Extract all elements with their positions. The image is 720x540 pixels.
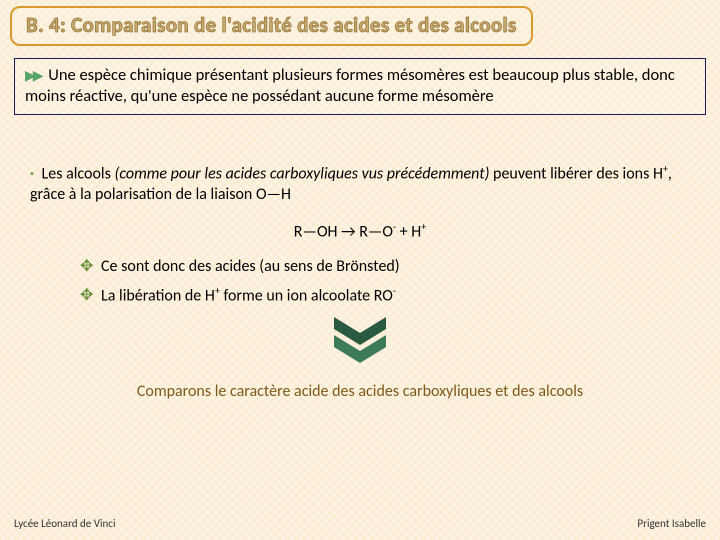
eq-s2: + xyxy=(421,220,426,233)
equation: R—OH → R—O- + H+ xyxy=(30,220,690,243)
sub-point-1: ✥ Ce sont donc des acides (au sens de Br… xyxy=(80,257,690,278)
arrow-icon: ✥ xyxy=(80,257,93,276)
bullet-paren: (comme pour les acides carboxyliques vus… xyxy=(114,164,489,183)
bullet-paragraph: ▪ Les alcools (comme pour les acides car… xyxy=(30,162,690,206)
sub2-mid: forme un ion alcoolate RO xyxy=(220,286,393,305)
chevron-down-icon xyxy=(334,317,386,370)
footer-right: Prigent Isabelle xyxy=(637,517,706,530)
section-title-box: B. 4: Comparaison de l'acidité des acide… xyxy=(10,6,533,46)
main-content: ▪ Les alcools (comme pour les acides car… xyxy=(30,162,690,403)
arrow-icon: ✥ xyxy=(80,286,93,305)
sub-point-2: ✥ La libération de H+ forme un ion alcoo… xyxy=(80,284,690,307)
bullet-lead: Les alcools xyxy=(38,164,115,183)
eq-l1: R—OH → R—O xyxy=(294,222,393,241)
square-bullet-icon: ▪ xyxy=(30,167,34,180)
highlight-box: ▶▶ Une espèce chimique présentant plusie… xyxy=(14,58,706,115)
triangle-marker-icon: ▶▶ xyxy=(25,67,41,84)
chevron-container xyxy=(30,317,690,370)
section-title: B. 4: Comparaison de l'acidité des acide… xyxy=(26,12,517,38)
footer-left: Lycée Léonard de Vinci xyxy=(14,517,115,530)
compare-line: Comparons le caractère acide des acides … xyxy=(30,382,690,403)
sub2-pre: La libération de H xyxy=(97,286,214,305)
bullet-tail1: peuvent libérer des ions H xyxy=(489,164,663,183)
sub1-text: Ce sont donc des acides (au sens de Brön… xyxy=(97,257,399,276)
eq-l2: + H xyxy=(396,222,421,241)
highlight-text: Une espèce chimique présentant plusieurs… xyxy=(25,65,675,106)
sub2-supB: - xyxy=(393,284,396,297)
